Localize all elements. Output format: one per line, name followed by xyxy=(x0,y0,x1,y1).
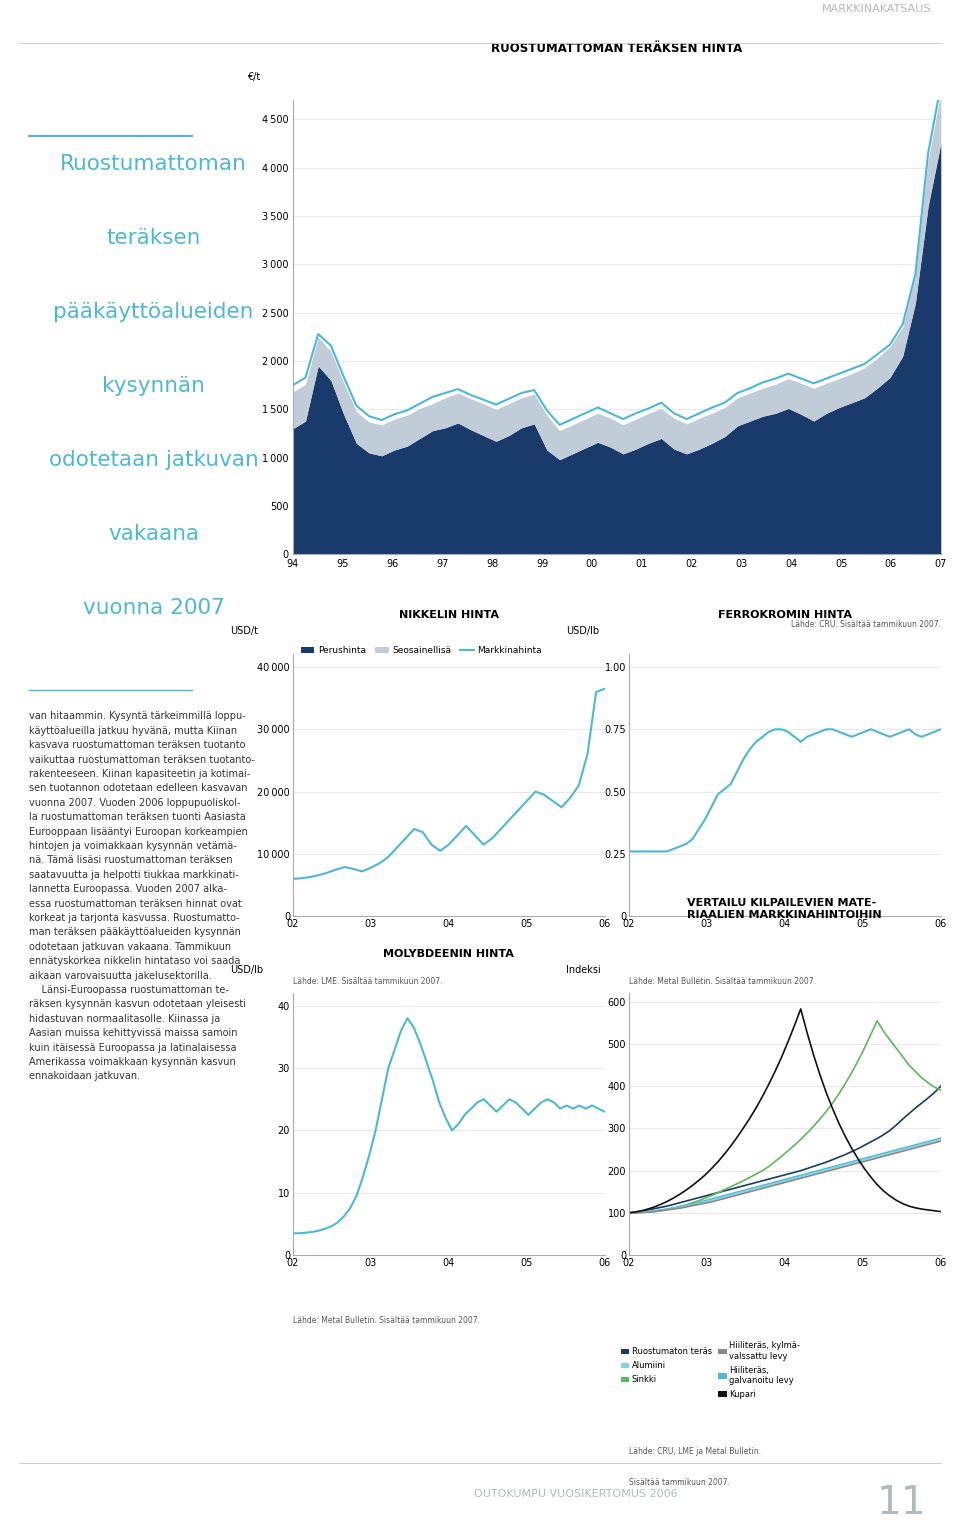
Text: teräksen: teräksen xyxy=(107,228,201,248)
Text: van hitaammin. Kysyntä tärkeimmillä loppu-
käyttöalueilla jatkuu hyvänä, mutta K: van hitaammin. Kysyntä tärkeimmillä lopp… xyxy=(29,711,254,1081)
Legend: Perushinta, Seosainellisä, Markkinahinta: Perushinta, Seosainellisä, Markkinahinta xyxy=(298,642,545,659)
Text: Sisältää tammikuun 2007.: Sisältää tammikuun 2007. xyxy=(629,1478,730,1488)
Text: VERTAILU KILPAILEVIEN MATE-
RIAALIEN MARKKINAHINTOIHIN: VERTAILU KILPAILEVIEN MATE- RIAALIEN MAR… xyxy=(687,898,882,919)
Text: Lähde: Metal Bulletin. Sisältää tammikuun 2007.: Lähde: Metal Bulletin. Sisältää tammikuu… xyxy=(293,1317,480,1324)
Text: USD/lb: USD/lb xyxy=(230,966,264,975)
Text: USD/lb: USD/lb xyxy=(566,627,600,636)
Text: Lähde: CRU. Sisältää tammikuun 2007.: Lähde: CRU. Sisältää tammikuun 2007. xyxy=(791,621,941,628)
Text: NIKKELIN HINTA: NIKKELIN HINTA xyxy=(398,610,499,621)
Legend: Ruostumaton teräs, Alumiini, Sinkki, Hiiliteräs, kylmä-
valssattu levy, Hiiliter: Ruostumaton teräs, Alumiini, Sinkki, Hii… xyxy=(617,1338,804,1403)
Text: 11: 11 xyxy=(876,1485,926,1522)
Text: MOLYBDEENIN HINTA: MOLYBDEENIN HINTA xyxy=(383,949,515,959)
Text: Indeksi: Indeksi xyxy=(566,966,601,975)
Text: RUOSTUMATTOMAN TERÄKSEN HINTA: RUOSTUMATTOMAN TERÄKSEN HINTA xyxy=(492,42,742,54)
Text: pääkäyttöalueiden: pääkäyttöalueiden xyxy=(54,302,253,322)
Text: vakaana: vakaana xyxy=(108,524,199,544)
Text: Lähde: CRU, LME ja Metal Bulletin.: Lähde: CRU, LME ja Metal Bulletin. xyxy=(629,1448,760,1455)
Text: vuonna 2007: vuonna 2007 xyxy=(83,598,225,618)
Text: kysynnän: kysynnän xyxy=(102,376,205,396)
Text: Lähde: LME. Sisältää tammikuun 2007.: Lähde: LME. Sisältää tammikuun 2007. xyxy=(293,978,443,986)
Text: €/t: €/t xyxy=(248,72,261,82)
Text: MARKKINAKATSAUS: MARKKINAKATSAUS xyxy=(822,3,931,14)
Text: USD/t: USD/t xyxy=(230,627,258,636)
Text: odotetaan jatkuvan: odotetaan jatkuvan xyxy=(49,450,258,470)
Text: OUTOKUMPU VUOSIKERTOMUS 2006: OUTOKUMPU VUOSIKERTOMUS 2006 xyxy=(474,1489,678,1498)
Text: FERROKROMIN HINTA: FERROKROMIN HINTA xyxy=(718,610,852,621)
Text: Lähde: Metal Bulletin. Sisältää tammikuun 2007.: Lähde: Metal Bulletin. Sisältää tammikuu… xyxy=(629,978,816,986)
Text: Ruostumattoman: Ruostumattoman xyxy=(60,154,247,174)
